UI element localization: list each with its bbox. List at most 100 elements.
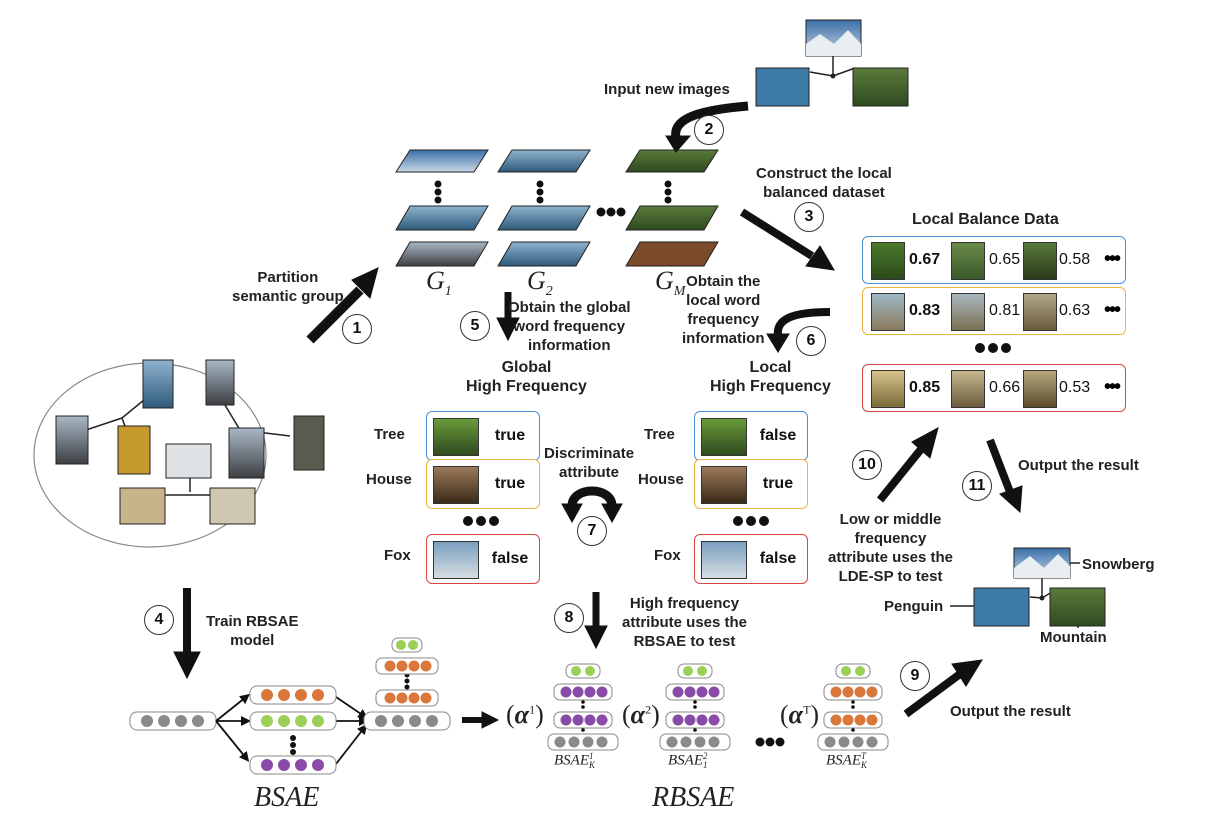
step-6-label: Obtain the local word frequency information — [682, 273, 765, 347]
rbsae-label: RBSAE — [652, 782, 735, 813]
step-9-marker: 9 — [900, 661, 930, 691]
more-dots-icon: ••• — [1103, 376, 1121, 398]
tree-thumbnail — [433, 418, 479, 456]
semantic-group-images — [395, 149, 719, 267]
rbsae-stack-1 — [547, 663, 619, 751]
rbsae-stack-t — [817, 663, 889, 751]
step-7-marker: 7 — [577, 516, 607, 546]
step-4-label: Train RBSAE model — [206, 613, 299, 649]
step-4-marker: 4 — [144, 605, 174, 635]
group-label-gm: GM — [655, 266, 686, 300]
step-11-marker: 11 — [962, 471, 992, 501]
attribute-ellipsis-dots — [463, 343, 1011, 526]
bsae-k1-label: BSAE 1 K — [554, 751, 596, 770]
step-2-marker: 2 — [694, 115, 724, 145]
local-attr-name-fox: Fox — [654, 547, 681, 564]
local-attr-tree: false — [694, 411, 808, 461]
local-attr-fox-value: false — [759, 550, 797, 567]
output-label-snowberg: Snowberg — [1082, 556, 1155, 573]
bsae-kt-label: BSAE T K — [826, 751, 868, 770]
alpha-t: (αT) — [780, 700, 820, 729]
global-attr-tree-value: true — [494, 427, 526, 444]
arrow-6 — [766, 308, 831, 353]
local-attr-tree-value: false — [759, 427, 797, 444]
rbsae-ellipsis-dots — [755, 737, 785, 747]
local-attr-house: true — [694, 459, 808, 509]
local-balance-row-2: 0.83 0.81 0.63 ••• — [862, 287, 1126, 335]
score: 0.85 — [909, 379, 941, 396]
step-8-label: High frequency attribute uses the RBSAE to… — [622, 595, 748, 650]
output-label-mountain: Mountain — [1040, 629, 1107, 646]
score: 0.67 — [909, 251, 941, 268]
local-attr-fox: false — [694, 534, 808, 584]
global-attr-name-fox: Fox — [384, 547, 411, 564]
step-5-label: Obtain the global word frequency informati… — [508, 299, 631, 354]
more-dots-icon: ••• — [1103, 299, 1121, 321]
alpha-1: (α1) — [506, 700, 544, 729]
flow-arrows — [173, 101, 1023, 729]
local-balance-row-1: 0.67 0.65 0.58 ••• — [862, 236, 1126, 284]
local-balance-title: Local Balance Data — [912, 211, 1059, 228]
bsae-network — [129, 637, 451, 775]
step-3-label: Construct the local balanced dataset — [756, 165, 892, 201]
step-9-label: Output the result — [950, 703, 1071, 720]
bsae-label: BSAE — [254, 782, 320, 813]
global-attr-name-tree: Tree — [374, 426, 405, 443]
step-2-label: Input new images — [604, 81, 730, 98]
group-gm-images — [625, 149, 719, 267]
arrow-1 — [306, 267, 379, 344]
arrow-4 — [173, 588, 201, 680]
arrow-7 — [561, 486, 623, 524]
arrow-bsae-to-rbsae — [462, 711, 500, 729]
score: 0.66 — [989, 379, 1021, 396]
global-attr-house-value: true — [494, 475, 526, 492]
local-attr-house-value: true — [762, 475, 794, 492]
rbsae-network — [547, 663, 889, 751]
arrow-9 — [903, 659, 983, 718]
group-g1-images — [395, 149, 489, 267]
global-attr-house: true — [426, 459, 540, 509]
arrow-5 — [496, 292, 520, 342]
arrow-3 — [739, 208, 835, 271]
step-11-label: Output the result — [1018, 457, 1139, 474]
step-6-marker: 6 — [796, 326, 826, 356]
local-hf-title: Local High Frequency — [710, 359, 831, 395]
group-label-g1: G1 — [426, 266, 452, 300]
global-attr-name-house: House — [366, 471, 412, 488]
global-attr-tree: true — [426, 411, 540, 461]
step-3-marker: 3 — [794, 202, 824, 232]
output-images-tree — [950, 547, 1106, 628]
semantic-group-ellipse — [33, 359, 325, 548]
step-7-label: Discriminate attribute — [544, 445, 635, 481]
alpha-2: (α2) — [622, 700, 660, 729]
more-dots-icon: ••• — [1103, 248, 1121, 270]
local-attr-name-house: House — [638, 471, 684, 488]
rbsae-stack-2 — [659, 663, 731, 751]
vertical-ellipsis-dots — [434, 180, 672, 204]
global-attr-fox-value: false — [491, 550, 529, 567]
input-images-tree — [755, 19, 909, 107]
step-1-marker: 1 — [342, 314, 372, 344]
score: 0.53 — [1059, 379, 1091, 396]
global-hf-title: Global High Frequency — [466, 359, 587, 395]
fox-thumbnail — [433, 541, 479, 579]
score: 0.81 — [989, 302, 1021, 319]
arrow-10 — [876, 427, 939, 503]
group-label-g2: G2 — [527, 266, 553, 300]
arrow-8 — [584, 592, 608, 650]
step-5-marker: 5 — [460, 311, 490, 341]
bsae-input-layer-nodes — [141, 715, 204, 727]
step-10-marker: 10 — [852, 450, 882, 480]
global-attr-fox: false — [426, 534, 540, 584]
score: 0.63 — [1059, 302, 1091, 319]
step-10-label: Low or middle frequency attribute uses the… — [828, 511, 954, 585]
score: 0.58 — [1059, 251, 1091, 268]
local-attr-name-tree: Tree — [644, 426, 675, 443]
step-8-marker: 8 — [554, 603, 584, 633]
house-thumbnail — [433, 466, 479, 504]
local-balance-row-3: 0.85 0.66 0.53 ••• — [862, 364, 1126, 412]
output-label-penguin: Penguin — [884, 598, 944, 615]
house-thumbnail — [701, 466, 747, 504]
arrow-2 — [665, 101, 749, 153]
